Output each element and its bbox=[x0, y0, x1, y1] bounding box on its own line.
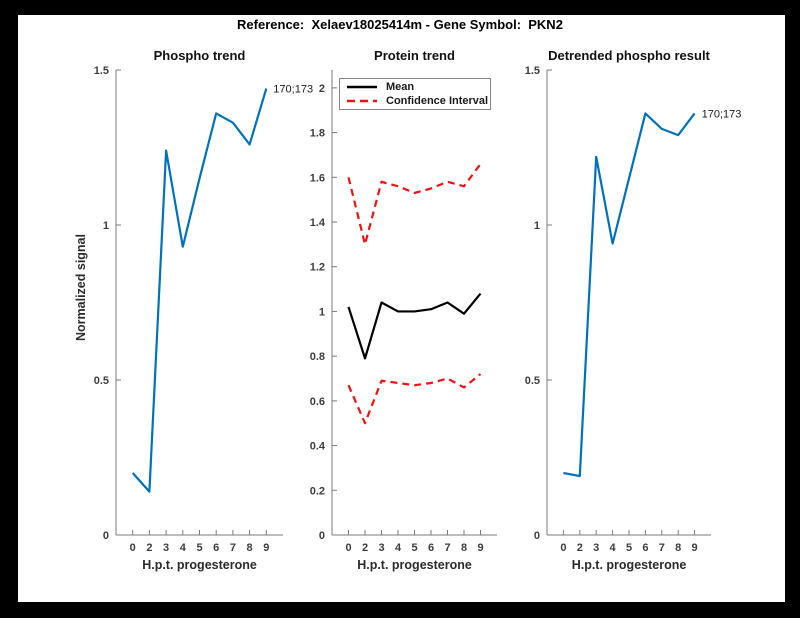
x-tick-label: 9 bbox=[477, 542, 483, 554]
legend-entry-confidence-interval: Confidence Interval bbox=[346, 95, 488, 107]
x-tick-label: 0 bbox=[130, 542, 136, 554]
legend-label-confidence-interval: Confidence Interval bbox=[386, 95, 489, 107]
x-tick-label: 0 bbox=[345, 542, 351, 554]
y-tick-label: 1.2 bbox=[310, 262, 325, 274]
y-tick-label: 1.5 bbox=[94, 65, 109, 77]
y-axis-label: Normalized signal bbox=[74, 234, 88, 341]
y-tick-label: 0.8 bbox=[310, 351, 325, 363]
x-tick-label: 3 bbox=[378, 542, 384, 554]
chart-title: Detrended phospho result bbox=[548, 48, 710, 63]
y-tick-label: 0 bbox=[534, 530, 540, 542]
series-line bbox=[347, 373, 482, 425]
x-tick-label: 8 bbox=[675, 542, 681, 554]
y-tick-label: 0.4 bbox=[310, 441, 326, 453]
x-tick-label: 8 bbox=[247, 542, 253, 554]
chart-title: Phospho trend bbox=[154, 48, 246, 63]
x-tick-label: 6 bbox=[428, 542, 434, 554]
y-tick-label: 1 bbox=[319, 306, 325, 318]
x-tick-label: 3 bbox=[163, 542, 169, 554]
y-tick-label: 0.6 bbox=[310, 396, 325, 408]
y-tick-label: 0.5 bbox=[94, 375, 109, 387]
y-tick-label: 0.2 bbox=[310, 485, 325, 497]
x-axis-label: H.p.t. progesterone bbox=[572, 558, 687, 572]
x-tick-label: 4 bbox=[610, 542, 617, 554]
x-tick-label: 7 bbox=[230, 542, 236, 554]
x-tick-label: 6 bbox=[213, 542, 219, 554]
y-tick-label: 1.8 bbox=[310, 128, 325, 140]
y-tick-label: 1.5 bbox=[525, 65, 540, 77]
legend-label-mean: Mean bbox=[386, 81, 415, 93]
x-tick-label: 7 bbox=[659, 542, 665, 554]
x-tick-label: 7 bbox=[444, 542, 450, 554]
series-line bbox=[347, 163, 482, 246]
y-tick-label: 2 bbox=[319, 83, 325, 95]
confidence-interval-line-swatch bbox=[347, 99, 377, 103]
x-tick-label: 3 bbox=[593, 542, 599, 554]
x-tick-label: 4 bbox=[395, 542, 402, 554]
x-tick-label: 9 bbox=[692, 542, 698, 554]
legend: Mean Confidence Interval bbox=[339, 78, 491, 110]
series-line bbox=[131, 88, 268, 493]
y-tick-label: 1.6 bbox=[310, 172, 325, 184]
x-tick-label: 6 bbox=[642, 542, 648, 554]
x-tick-label: 5 bbox=[626, 542, 632, 554]
x-tick-label: 5 bbox=[411, 542, 417, 554]
x-axis-label: H.p.t. progesterone bbox=[142, 558, 257, 572]
x-tick-label: 2 bbox=[577, 542, 583, 554]
y-tick-label: 1 bbox=[534, 220, 540, 232]
point-annotation: 170;173 bbox=[702, 108, 742, 120]
x-tick-label: 8 bbox=[461, 542, 467, 554]
x-axis-label: H.p.t. progesterone bbox=[357, 558, 472, 572]
x-tick-label: 5 bbox=[196, 542, 202, 554]
legend-entry-mean: Mean bbox=[346, 81, 484, 93]
point-annotation: 170;173 bbox=[273, 84, 313, 96]
y-tick-label: 0 bbox=[319, 530, 325, 542]
protein-trend-chart: 00.20.40.60.811.21.41.61.820 2 3 4 5 6 7 8 9Prot… bbox=[310, 48, 497, 572]
x-tick-label: 4 bbox=[180, 542, 187, 554]
y-tick-label: 1.4 bbox=[310, 217, 326, 229]
page-title: Reference: Xelaev18025414m - Gene Symbol… bbox=[237, 17, 563, 32]
chart-title: Protein trend bbox=[374, 48, 455, 63]
x-tick-label: 2 bbox=[362, 542, 368, 554]
x-tick-label: 0 bbox=[560, 542, 566, 554]
figure-canvas bbox=[18, 15, 785, 602]
y-tick-label: 1 bbox=[103, 220, 109, 232]
series-line bbox=[347, 292, 482, 360]
y-tick-label: 0.5 bbox=[525, 375, 540, 387]
x-tick-label: 9 bbox=[263, 542, 269, 554]
x-tick-label: 2 bbox=[146, 542, 152, 554]
mean-line-swatch bbox=[347, 85, 377, 89]
series-line bbox=[563, 112, 696, 478]
y-tick-label: 0 bbox=[103, 530, 109, 542]
